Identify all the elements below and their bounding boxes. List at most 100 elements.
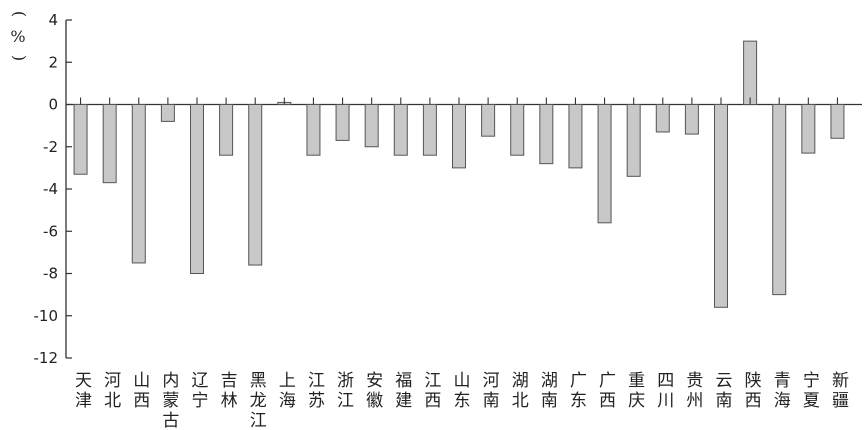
bar [510, 104, 525, 156]
x-category-label: 疆 [832, 391, 849, 411]
x-category-label: 宁 [803, 371, 820, 391]
bar [422, 104, 437, 156]
y-tick-label: 0 [48, 96, 58, 114]
x-category-label: 海 [774, 391, 791, 411]
x-category-label: 西 [133, 391, 150, 411]
x-category-label: 苏 [308, 391, 325, 411]
bar [335, 104, 350, 141]
x-category-label: 江 [250, 411, 267, 430]
y-tick-label: -4 [43, 180, 58, 198]
x-category-label: 湖 [512, 371, 529, 391]
x-category-label: 山 [454, 371, 471, 391]
x-category-label: 建 [395, 391, 412, 411]
x-category-label: 南 [483, 391, 500, 411]
y-tick-label: -8 [43, 265, 58, 283]
y-axis-unit-paren-open: ( [10, 11, 29, 17]
bar [190, 104, 204, 274]
x-category-label: 北 [104, 391, 121, 411]
x-category-label: 北 [512, 391, 529, 411]
x-category-label: 吉 [221, 371, 238, 391]
x-category-label: 夏 [803, 391, 820, 411]
bar [830, 104, 845, 139]
x-category-label: 湖 [541, 371, 558, 391]
x-category-label: 江 [424, 371, 441, 391]
x-category-label: 辽 [192, 371, 209, 391]
y-axis-unit: ( % ) [10, 11, 29, 61]
bar [684, 104, 699, 135]
bar [306, 104, 321, 156]
x-category-label: 西 [424, 391, 441, 411]
y-axis-unit-percent: % [10, 27, 25, 46]
x-category-label: 林 [221, 391, 238, 411]
bars [73, 40, 845, 308]
bar [743, 40, 758, 105]
x-category-label: 龙 [250, 391, 267, 411]
x-category-label: 上 [279, 371, 296, 391]
x-category-label: 蒙 [162, 391, 179, 411]
bar [393, 104, 408, 156]
x-category-label: 福 [395, 371, 412, 391]
bar [801, 104, 816, 154]
x-category-label: 青 [774, 371, 791, 391]
x-category-label: 天 [75, 371, 92, 391]
y-axis-unit-paren-close: ) [10, 55, 29, 61]
x-category-label: 新 [832, 371, 849, 391]
bar [655, 104, 670, 133]
bar [160, 104, 175, 122]
x-category-label: 河 [104, 371, 121, 391]
x-category-label: 东 [454, 391, 471, 411]
x-category-label: 黑 [250, 371, 267, 391]
x-category-label: 徽 [366, 391, 383, 411]
x-axis-labels: 天津河北山西内蒙古辽宁吉林黑龙江上海江苏浙江安徽福建江西山东河南湖北湖南广东广西… [75, 371, 849, 430]
y-tick-label: -12 [34, 349, 59, 367]
bar [568, 104, 583, 169]
x-category-label: 西 [745, 391, 762, 411]
bar [772, 104, 787, 296]
bar [131, 104, 146, 264]
x-category-label: 江 [308, 371, 325, 391]
x-category-label: 津 [75, 391, 92, 411]
y-tick-label: -2 [43, 138, 58, 156]
x-category-label: 宁 [192, 391, 209, 411]
x-category-label: 陕 [745, 371, 762, 391]
x-category-label: 州 [686, 391, 703, 411]
bar [626, 104, 641, 177]
y-tick-label: 4 [48, 11, 58, 29]
y-tick-label: 2 [48, 53, 58, 71]
axes [65, 20, 862, 358]
bar [714, 104, 728, 308]
bar [364, 104, 379, 148]
bar [452, 104, 466, 169]
x-category-label: 四 [657, 371, 674, 391]
x-category-label: 川 [657, 391, 674, 411]
x-category-label: 江 [337, 391, 354, 411]
x-category-label: 古 [162, 411, 179, 430]
y-axis-ticks: -12 -10 -8 -6 -4 -2 0 2 4 [34, 11, 72, 367]
bar [597, 104, 612, 224]
x-category-label: 庆 [628, 391, 645, 411]
bar [219, 104, 234, 156]
x-category-label: 南 [541, 391, 558, 411]
bar [539, 104, 554, 165]
x-category-label: 重 [628, 371, 645, 391]
x-category-label: 山 [133, 371, 150, 391]
y-tick-label: -10 [34, 307, 59, 325]
bar [248, 104, 263, 266]
y-tick-label: -6 [43, 222, 58, 240]
x-category-label: 云 [716, 371, 733, 391]
x-category-label: 广 [599, 371, 616, 391]
x-category-label: 东 [570, 391, 587, 411]
x-category-label: 内 [162, 371, 179, 391]
x-category-label: 海 [279, 391, 296, 411]
x-category-label: 河 [483, 371, 500, 391]
bar [73, 104, 88, 175]
x-category-label: 贵 [686, 371, 703, 391]
x-category-label: 南 [716, 391, 733, 411]
x-category-label: 广 [570, 371, 587, 391]
x-category-label: 西 [599, 391, 616, 411]
x-category-label: 安 [366, 371, 383, 391]
bar [481, 104, 496, 137]
x-category-label: 浙 [337, 371, 354, 391]
bar [102, 104, 117, 184]
